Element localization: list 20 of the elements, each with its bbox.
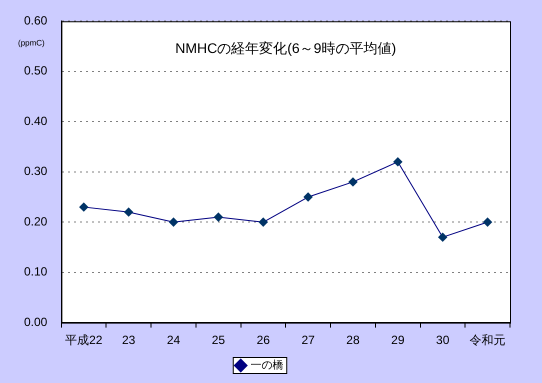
y-tick-label: 0.10 (24, 264, 48, 279)
text: NMHCの経年変化(6～9時の平均値) (175, 40, 396, 56)
y-tick-label: 0.20 (24, 214, 48, 228)
y-tick-label: 0.50 (24, 64, 48, 78)
x-tick-label: 23 (122, 333, 136, 348)
y-tick-label: 0.30 (24, 164, 48, 178)
legend-label: 一の橋 (250, 360, 284, 372)
x-tick-label: 令和元 (470, 333, 506, 348)
y-tick-label: 0.00 (24, 314, 48, 329)
x-tick-label: 24 (166, 333, 181, 348)
x-tick-label: 25 (212, 333, 226, 348)
y-tick-label: 0.40 (24, 114, 48, 128)
y-axis-title: (ppmC) (18, 38, 46, 48)
x-tick-label: 30 (436, 333, 450, 348)
y-tick-label: 0.60 (24, 14, 48, 28)
x-tick-label: 29 (391, 333, 405, 348)
x-tick-label: 平成22 (65, 333, 103, 348)
x-tick-label: 28 (346, 333, 360, 348)
x-tick-label: 26 (256, 333, 270, 348)
x-tick-label: 27 (301, 333, 316, 348)
